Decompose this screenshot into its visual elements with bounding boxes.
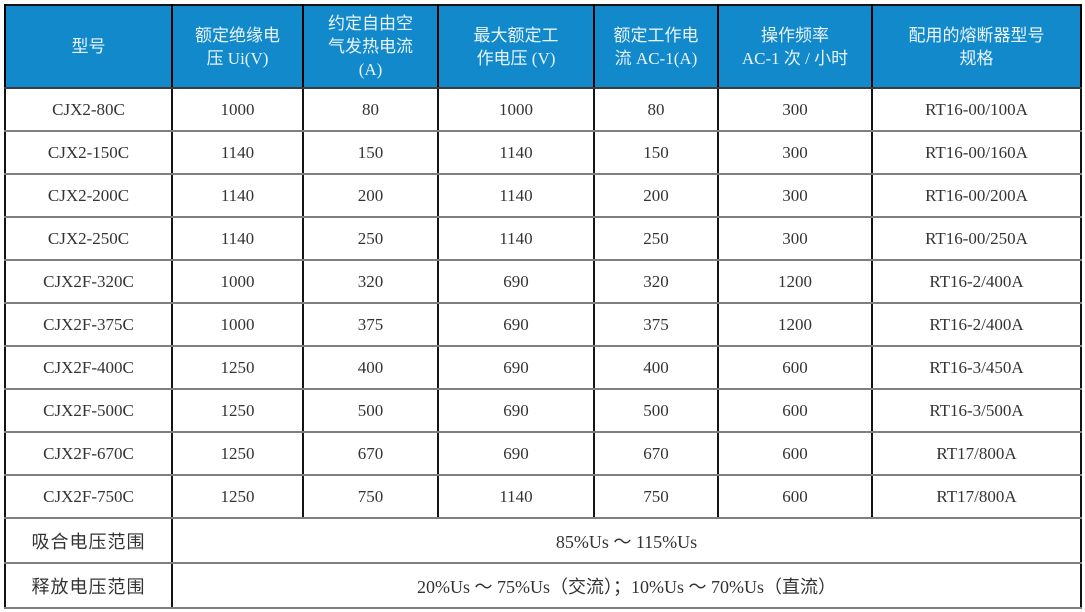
- cell: 600: [717, 431, 873, 476]
- cell: 1200: [717, 259, 873, 304]
- cell: 375: [593, 302, 719, 347]
- cell: 670: [593, 431, 719, 476]
- pickup-voltage-label: 吸合电压范围: [4, 517, 173, 564]
- cell: 1250: [171, 431, 304, 476]
- cell: 1140: [437, 474, 595, 519]
- cell-fuse: RT17/800A: [871, 431, 1082, 476]
- cell-model: CJX2-80C: [4, 87, 173, 132]
- release-voltage-row: 释放电压范围 20%Us ～ 75%Us（交流）；10%Us ～ 70%Us（直…: [4, 562, 1082, 609]
- table-row: CJX2F-320C 1000 320 690 320 1200 RT16-2/…: [4, 259, 1082, 304]
- cell: 690: [437, 388, 595, 433]
- cell: 1000: [171, 302, 304, 347]
- cell: 1250: [171, 388, 304, 433]
- cell: 300: [717, 87, 873, 132]
- cell: 750: [302, 474, 439, 519]
- cell: 690: [437, 431, 595, 476]
- cell: 690: [437, 259, 595, 304]
- cell: 600: [717, 474, 873, 519]
- cell-fuse: RT16-00/250A: [871, 216, 1082, 261]
- cell: 1250: [171, 474, 304, 519]
- cell: 320: [593, 259, 719, 304]
- table-row: CJX2F-500C 1250 500 690 500 600 RT16-3/5…: [4, 388, 1082, 433]
- col-fuse-spec: 配用的熔断器型号 规格: [871, 5, 1082, 89]
- cell-model: CJX2-200C: [4, 173, 173, 218]
- col-max-rated-working-voltage: 最大额定工 作电压 (V): [437, 5, 595, 89]
- cell-model: CJX2F-750C: [4, 474, 173, 519]
- cell: 200: [593, 173, 719, 218]
- table-header: 型号 额定绝缘电 压 Ui(V) 约定自由空 气发热电流 (A) 最大额定工 作…: [4, 5, 1082, 89]
- cell-fuse: RT16-00/200A: [871, 173, 1082, 218]
- cell: 1000: [437, 87, 595, 132]
- cell: 250: [593, 216, 719, 261]
- table-row: CJX2-80C 1000 80 1000 80 300 RT16-00/100…: [4, 87, 1082, 132]
- cell: 1140: [437, 130, 595, 175]
- col-model: 型号: [4, 5, 173, 89]
- cell: 80: [302, 87, 439, 132]
- cell: 690: [437, 345, 595, 390]
- cell-model: CJX2-250C: [4, 216, 173, 261]
- cell: 200: [302, 173, 439, 218]
- cell: 1000: [171, 259, 304, 304]
- cell: 400: [302, 345, 439, 390]
- cell: 300: [717, 173, 873, 218]
- cell-fuse: RT16-3/450A: [871, 345, 1082, 390]
- cell: 1000: [171, 87, 304, 132]
- cell: 150: [302, 130, 439, 175]
- col-operating-frequency: 操作频率 AC-1 次 / 小时: [717, 5, 873, 89]
- table-row: CJX2-200C 1140 200 1140 200 300 RT16-00/…: [4, 173, 1082, 218]
- cell-fuse: RT16-2/400A: [871, 302, 1082, 347]
- cell: 600: [717, 345, 873, 390]
- header-row: 型号 额定绝缘电 压 Ui(V) 约定自由空 气发热电流 (A) 最大额定工 作…: [4, 5, 1082, 89]
- cell: 750: [593, 474, 719, 519]
- cell-fuse: RT16-00/160A: [871, 130, 1082, 175]
- col-rated-working-current: 额定工作电 流 AC-1(A): [593, 5, 719, 89]
- release-voltage-value: 20%Us ～ 75%Us（交流）；10%Us ～ 70%Us（直流）: [171, 562, 1082, 609]
- cell-fuse: RT16-2/400A: [871, 259, 1082, 304]
- pickup-voltage-value: 85%Us ～ 115%Us: [171, 517, 1082, 564]
- cell: 500: [593, 388, 719, 433]
- col-rated-insulation-voltage: 额定绝缘电 压 Ui(V): [171, 5, 304, 89]
- cell: 500: [302, 388, 439, 433]
- cell-model: CJX2-150C: [4, 130, 173, 175]
- pickup-voltage-row: 吸合电压范围 85%Us ～ 115%Us: [4, 517, 1082, 564]
- table-row: CJX2F-400C 1250 400 690 400 600 RT16-3/4…: [4, 345, 1082, 390]
- cell-model: CJX2F-500C: [4, 388, 173, 433]
- cell: 1200: [717, 302, 873, 347]
- cell: 80: [593, 87, 719, 132]
- cell: 150: [593, 130, 719, 175]
- cell: 400: [593, 345, 719, 390]
- cell: 1250: [171, 345, 304, 390]
- cell-model: CJX2F-375C: [4, 302, 173, 347]
- cell-model: CJX2F-400C: [4, 345, 173, 390]
- cell: 670: [302, 431, 439, 476]
- cell: 1140: [171, 130, 304, 175]
- cell-model: CJX2F-670C: [4, 431, 173, 476]
- cell-fuse: RT17/800A: [871, 474, 1082, 519]
- table-row: CJX2F-750C 1250 750 1140 750 600 RT17/80…: [4, 474, 1082, 519]
- table-row: CJX2F-670C 1250 670 690 670 600 RT17/800…: [4, 431, 1082, 476]
- cell-fuse: RT16-3/500A: [871, 388, 1082, 433]
- cell: 690: [437, 302, 595, 347]
- cell: 300: [717, 130, 873, 175]
- col-free-air-thermal-current: 约定自由空 气发热电流 (A): [302, 5, 439, 89]
- table-row: CJX2-150C 1140 150 1140 150 300 RT16-00/…: [4, 130, 1082, 175]
- cell: 300: [717, 216, 873, 261]
- cell: 1140: [437, 173, 595, 218]
- cell-fuse: RT16-00/100A: [871, 87, 1082, 132]
- cell: 1140: [437, 216, 595, 261]
- cell: 1140: [171, 216, 304, 261]
- cell: 320: [302, 259, 439, 304]
- cell: 250: [302, 216, 439, 261]
- contactor-spec-table: 型号 额定绝缘电 压 Ui(V) 约定自由空 气发热电流 (A) 最大额定工 作…: [4, 4, 1082, 609]
- cell: 1140: [171, 173, 304, 218]
- table-row: CJX2F-375C 1000 375 690 375 1200 RT16-2/…: [4, 302, 1082, 347]
- cell: 375: [302, 302, 439, 347]
- cell: 600: [717, 388, 873, 433]
- table-row: CJX2-250C 1140 250 1140 250 300 RT16-00/…: [4, 216, 1082, 261]
- release-voltage-label: 释放电压范围: [4, 562, 173, 609]
- cell-model: CJX2F-320C: [4, 259, 173, 304]
- table-body: CJX2-80C 1000 80 1000 80 300 RT16-00/100…: [4, 87, 1082, 609]
